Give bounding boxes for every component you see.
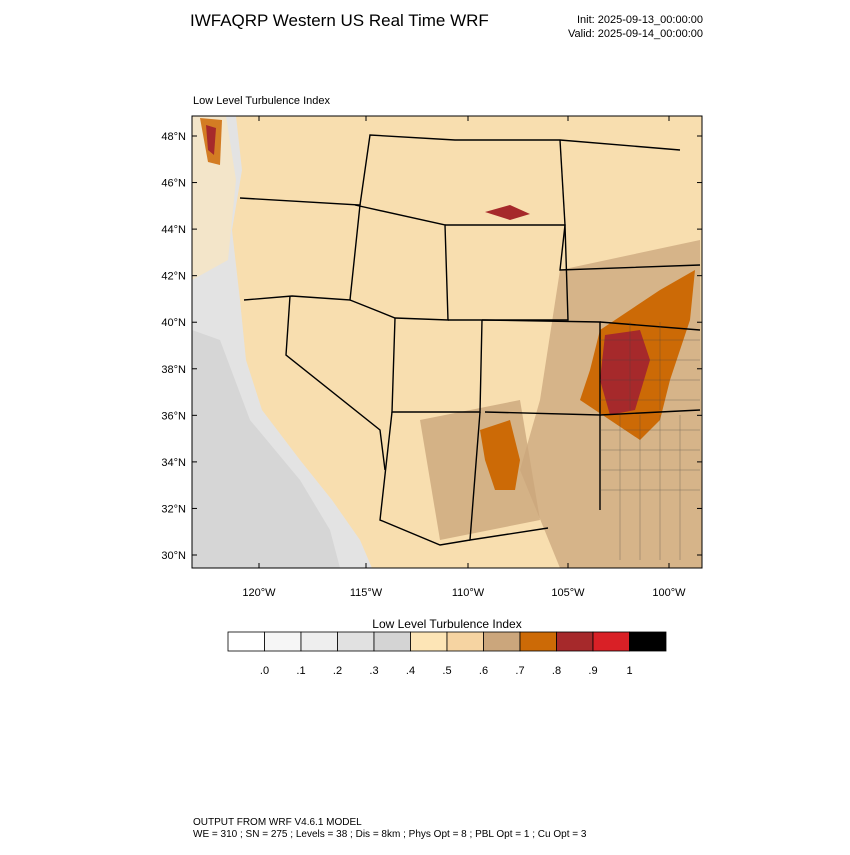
peak-field: [600, 330, 650, 415]
county-lines: [600, 322, 700, 560]
colorbar-label: .0: [260, 665, 269, 677]
lat-label: 48°N: [161, 131, 186, 143]
colorbar-swatch: [337, 631, 375, 652]
ocean-field-dark: [192, 330, 340, 568]
colorbar-label: .7: [515, 665, 524, 677]
lat-label: 40°N: [161, 317, 186, 329]
lon-label: 120°W: [242, 587, 276, 599]
footer-line: WE = 310 ; SN = 275 ; Levels = 38 ; Dis …: [193, 829, 587, 840]
colorbar-title: Low Level Turbulence Index: [372, 617, 521, 631]
colorbar-swatch: [373, 631, 411, 652]
lat-label: 38°N: [161, 364, 186, 376]
colorbar-label: .2: [333, 665, 342, 677]
colorbar-swatch: [483, 631, 521, 652]
valid-time: Valid: 2025-09-14_00:00:00: [568, 28, 703, 40]
map-ticks: 48°N 46°N 44°N 42°N 40°N 38°N 36°N 34°N 32°N 30°N…: [161, 116, 702, 599]
high-field: [480, 420, 520, 490]
init-time: Init: 2025-09-13_00:00:00: [577, 14, 703, 26]
footer-line: OUTPUT FROM WRF V4.6.1 MODEL: [193, 817, 362, 828]
colorbar-label: .9: [588, 665, 597, 677]
colorbar-swatch: [300, 631, 338, 652]
lon-label: 100°W: [652, 587, 686, 599]
state-borders: [239, 134, 701, 546]
lon-label: 110°W: [452, 587, 485, 599]
peak-field: [485, 205, 530, 220]
coastal-field: [192, 116, 236, 280]
colorbar-swatch: [556, 631, 594, 652]
colorbar-swatch: [519, 631, 557, 652]
lat-label: 42°N: [161, 271, 186, 283]
lon-label: 105°W: [551, 587, 585, 599]
colorbar-swatch: [446, 631, 484, 652]
lat-label: 34°N: [161, 457, 186, 469]
colorbar-swatch: [629, 631, 667, 652]
map-field: [192, 116, 702, 568]
colorbar-label: .8: [552, 665, 561, 677]
lat-label: 32°N: [161, 503, 186, 515]
hot-spot-core: [206, 125, 216, 155]
colorbar-label: .3: [369, 665, 378, 677]
main-title: IWFAQRP Western US Real Time WRF: [190, 11, 489, 30]
lat-label: 46°N: [161, 178, 186, 190]
colorbar-label: .6: [479, 665, 488, 677]
colorbar-label: .5: [442, 665, 451, 677]
colorbar-swatch: [264, 631, 302, 652]
colorbar-swatch: [592, 631, 630, 652]
lat-label: 44°N: [161, 224, 186, 236]
lat-label: 36°N: [161, 410, 186, 422]
colorbar-swatch: [227, 631, 265, 652]
map-frame: [191, 115, 703, 569]
lat-label: 30°N: [161, 550, 186, 562]
colorbar-swatch: [410, 631, 448, 652]
map-title: Low Level Turbulence Index: [193, 95, 330, 107]
elevated-field: [420, 400, 540, 540]
lon-label: 115°W: [350, 587, 383, 599]
colorbar-label: 1: [626, 665, 632, 677]
colorbar: .0 .1 .2 .3 .4 .5 .6 .7 .8 .9 1: [227, 631, 667, 677]
colorbar-label: .1: [296, 665, 305, 677]
colorbar-label: .4: [406, 665, 415, 677]
